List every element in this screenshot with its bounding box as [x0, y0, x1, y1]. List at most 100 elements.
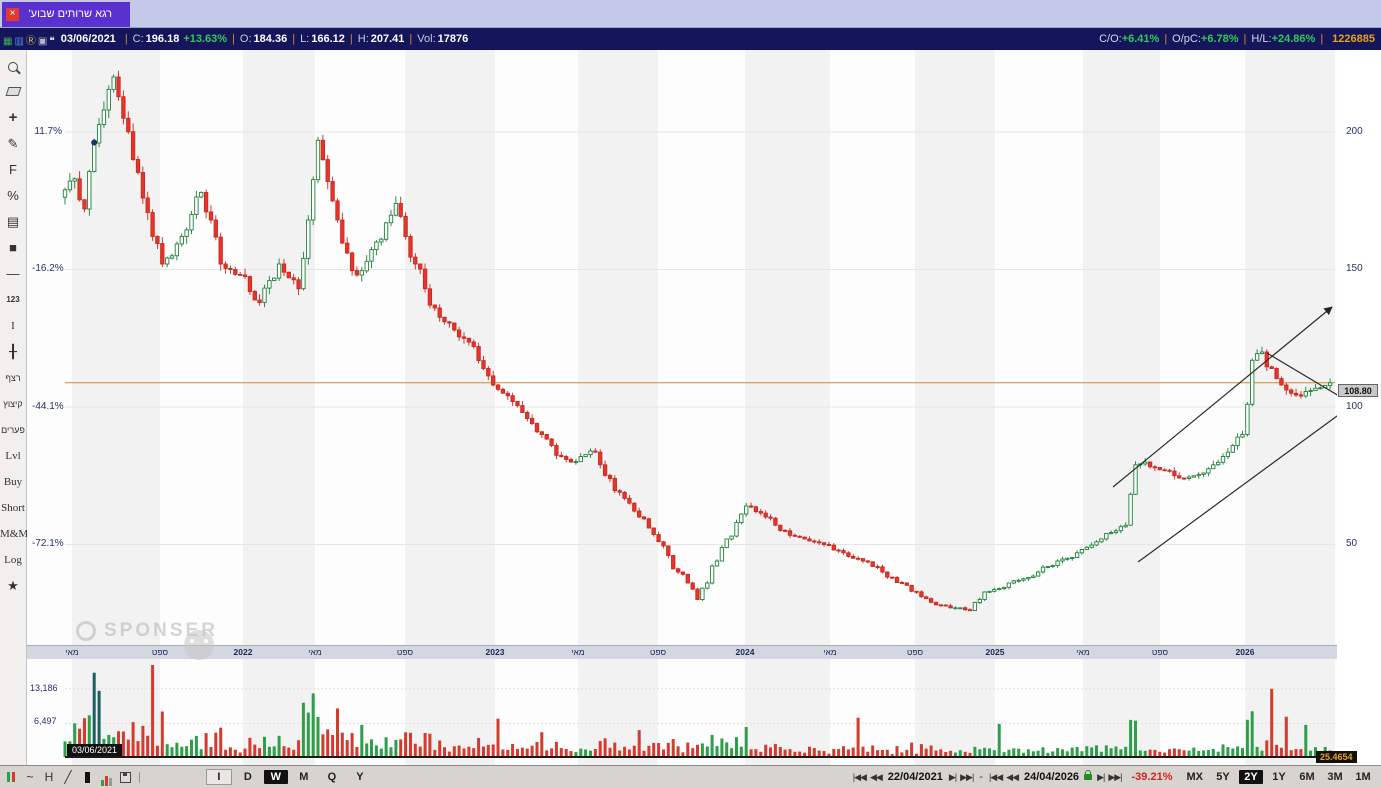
field-value: 196.18 — [145, 33, 180, 45]
field-label: O: — [239, 33, 252, 45]
price-chart-canvas[interactable] — [27, 50, 1353, 645]
interval-d[interactable]: D — [243, 771, 252, 783]
tool-short[interactable]: Short — [1, 502, 25, 514]
interval-y[interactable]: Y — [356, 771, 364, 783]
x-tick-label: מאי — [571, 647, 585, 657]
palette-icon[interactable]: ▣ — [37, 35, 48, 47]
high-low-icon[interactable]: H — [44, 770, 54, 784]
volume-pane[interactable] — [27, 659, 1337, 765]
nav-next-button-2[interactable]: ▶| — [1097, 771, 1105, 782]
price-tick-150: 150 — [1346, 263, 1363, 274]
black-candle-icon[interactable] — [78, 768, 96, 786]
line-chart-icon[interactable]: ~ — [26, 770, 34, 784]
visible-start-date[interactable]: 22/04/2021 — [887, 771, 943, 783]
separator: | — [124, 33, 128, 45]
search-icon[interactable] — [0, 56, 26, 76]
quote-fields: | C: 196.18 +13.63% | O: 184.36 | L: 166.12 | H: 207… — [120, 33, 468, 45]
range-3m[interactable]: 3M — [1327, 771, 1343, 783]
chart-mini-icon[interactable]: ▦ — [3, 35, 13, 47]
field-label: H: — [357, 33, 369, 45]
nav-first-button-2[interactable]: |◀◀ — [988, 771, 1003, 782]
interval-q[interactable]: Q — [327, 771, 337, 783]
dash-tool-icon[interactable]: — — [6, 266, 20, 281]
tool-pearim[interactable]: פערים — [1, 425, 25, 435]
separator: | — [292, 33, 296, 45]
x-axis: מאי ספט 2022 מאי ספט 2023 מאי ספט 2024 מאי ספט 2025… — [27, 645, 1337, 659]
favorite-star-icon[interactable]: ★ — [7, 578, 19, 593]
nav-first-button[interactable]: |◀◀ — [852, 771, 867, 782]
x-tick-label: 2022 — [233, 647, 253, 657]
interval-i[interactable]: I — [205, 769, 232, 785]
candlestick-chart[interactable] — [27, 50, 1353, 645]
tool-retzef[interactable]: רצף — [5, 373, 21, 383]
field-label: C: — [132, 33, 144, 45]
x-tick-label: ספט — [906, 647, 924, 657]
bar-tool-icon[interactable]: I — [11, 320, 15, 332]
comments-icon[interactable]: ❝ — [49, 35, 55, 47]
lock-icon[interactable] — [1084, 770, 1093, 780]
nav-next-button[interactable]: ▶| — [948, 771, 957, 782]
x-tick-label: מאי — [65, 647, 79, 657]
interval-m[interactable]: M — [299, 771, 309, 783]
nav-last-button-2[interactable]: ▶▶| — [1108, 771, 1122, 782]
selected-date-tooltip: 03/06/2021 — [67, 744, 123, 756]
nav-last-button[interactable]: ▶▶| — [960, 771, 974, 782]
x-tick-label: ספט — [1151, 647, 1169, 657]
candle-tool-icon[interactable]: ╂ — [9, 344, 17, 359]
color-swatch-icon[interactable]: ■ — [9, 240, 17, 255]
field-value: 17876 — [437, 33, 469, 45]
tool-mm[interactable]: M&M — [0, 528, 29, 540]
note-icon[interactable]: ▤ — [6, 214, 20, 229]
range-6m[interactable]: 6M — [1299, 771, 1315, 783]
trend-line-icon[interactable]: ╱ — [64, 770, 72, 784]
nav-prev-button-2[interactable]: ◀◀ — [1006, 771, 1019, 782]
registered-icon[interactable]: Ⓡ — [25, 35, 36, 47]
x-tick-label: ספט — [649, 647, 667, 657]
range-1m[interactable]: 1M — [1355, 771, 1371, 783]
volume-tick-1: 13,186 — [30, 683, 58, 693]
separator: | — [232, 33, 235, 45]
eraser-icon[interactable] — [0, 82, 26, 102]
percent-tool[interactable]: % — [7, 188, 19, 203]
compare-icon[interactable]: ▥ — [14, 35, 24, 47]
move-crosshair-icon[interactable]: + — [8, 109, 18, 126]
chart-tab[interactable]: רגא שרותים שבוע' × — [2, 2, 130, 27]
nav-prev-button[interactable]: ◀◀ — [869, 771, 883, 782]
tab-close-icon[interactable]: × — [6, 8, 19, 21]
chart-style-candles-icon[interactable] — [2, 768, 20, 786]
range-5y[interactable]: 5Y — [1216, 771, 1230, 783]
x-tick-label: 2026 — [1235, 647, 1255, 657]
field-change: +13.63% — [183, 33, 228, 45]
range-2y[interactable]: 2Y — [1239, 770, 1263, 784]
range-mx[interactable]: MX — [1186, 771, 1204, 783]
stat-value: +6.41% — [1121, 33, 1160, 45]
numbers-tool[interactable]: 123 — [6, 295, 20, 304]
volume-bars-icon[interactable] — [97, 768, 115, 786]
field-value: 166.12 — [311, 33, 345, 45]
quote-right-stats: C/O: +6.41% | O/pC: +6.78% | H/L: +24.86% | 12268… — [1099, 33, 1375, 45]
tool-buy[interactable]: Buy — [3, 476, 23, 488]
range-1y[interactable]: 1Y — [1272, 771, 1286, 783]
draw-line-icon[interactable]: ✎ — [7, 136, 19, 151]
volume-chart[interactable] — [27, 659, 1337, 765]
pct-tick-4: -72.1% — [32, 538, 64, 549]
right-axis — [1337, 50, 1381, 765]
pct-tick-1: 11.7% — [34, 126, 62, 137]
x-tick-label: מאי — [1076, 647, 1090, 657]
separator: | — [138, 771, 141, 783]
save-icon[interactable] — [116, 768, 134, 786]
stat-value: +6.78% — [1200, 33, 1239, 45]
tool-lvl[interactable]: Lvl — [5, 450, 21, 462]
tool-log[interactable]: Log — [4, 554, 22, 566]
field-value: 207.41 — [370, 33, 405, 45]
tool-kitzutz[interactable]: קיצוץ — [3, 399, 23, 409]
visible-end-date[interactable]: 24/04/2026 — [1024, 771, 1080, 783]
x-tick-label: מאי — [308, 647, 322, 657]
quote-date: 03/06/2021 — [60, 33, 116, 45]
x-tick-label: 2023 — [485, 647, 505, 657]
interval-w[interactable]: W — [263, 770, 288, 784]
fibonacci-tool[interactable]: F — [9, 162, 17, 177]
price-tick-200: 200 — [1346, 126, 1363, 137]
